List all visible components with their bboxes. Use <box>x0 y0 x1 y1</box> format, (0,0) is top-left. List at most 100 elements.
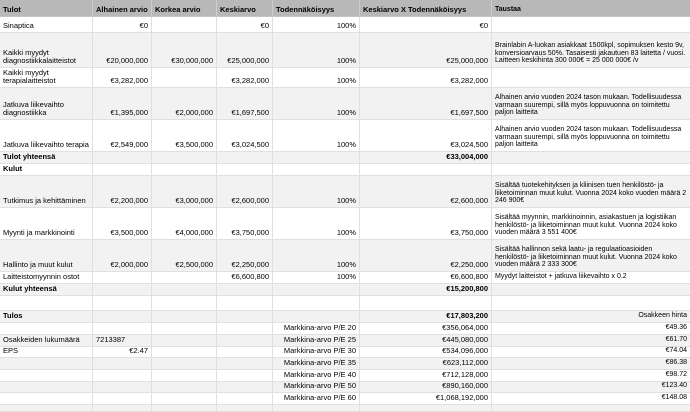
cell-E23[interactable] <box>273 405 360 412</box>
cell-E7[interactable] <box>273 152 360 164</box>
cell-G17[interactable]: €61.70 <box>492 335 690 347</box>
cell-E2[interactable]: 100% <box>273 17 360 33</box>
cell-A6[interactable]: Jatkuva liikevaihto terapia <box>0 120 93 152</box>
cell-F15[interactable]: €17,803,200 <box>360 311 492 323</box>
cell-A1[interactable]: Tulot <box>0 0 93 17</box>
cell-F11[interactable]: €2,250,000 <box>360 240 492 272</box>
cell-B9[interactable]: €2,200,000 <box>93 176 152 208</box>
cell-F4[interactable]: €3,282,000 <box>360 68 492 88</box>
cell-B12[interactable] <box>93 272 152 284</box>
cell-C8[interactable] <box>152 164 217 176</box>
cell-D14[interactable] <box>217 296 273 311</box>
cell-E21[interactable]: Markkina-arvo P/E 50 <box>273 382 360 393</box>
cell-G19[interactable]: €86.38 <box>492 358 690 370</box>
cell-D7[interactable] <box>217 152 273 164</box>
cell-C5[interactable]: €2,000,000 <box>152 88 217 120</box>
cell-B17[interactable]: 7213387 <box>93 335 152 347</box>
cell-E3[interactable]: 100% <box>273 33 360 68</box>
cell-F6[interactable]: €3,024,500 <box>360 120 492 152</box>
cell-A2[interactable]: Sinaptica <box>0 17 93 33</box>
cell-E17[interactable]: Markkina-arvo P/E 25 <box>273 335 360 347</box>
cell-B21[interactable] <box>93 382 152 393</box>
cell-D10[interactable]: €3,750,000 <box>217 208 273 240</box>
cell-E4[interactable]: 100% <box>273 68 360 88</box>
cell-E8[interactable] <box>273 164 360 176</box>
cell-E1[interactable]: Todennäköisyys <box>273 0 360 17</box>
cell-D21[interactable] <box>217 382 273 393</box>
cell-G16[interactable]: €49.36 <box>492 323 690 335</box>
cell-A20[interactable] <box>0 370 93 382</box>
cell-F13[interactable]: €15,200,800 <box>360 284 492 296</box>
cell-C3[interactable]: €30,000,000 <box>152 33 217 68</box>
cell-B23[interactable] <box>93 405 152 412</box>
cell-C13[interactable] <box>152 284 217 296</box>
cell-E22[interactable]: Markkina-arvo P/E 60 <box>273 393 360 405</box>
cell-G4[interactable] <box>492 68 690 88</box>
cell-A22[interactable] <box>0 393 93 405</box>
cell-D19[interactable] <box>217 358 273 370</box>
cell-G3[interactable]: Brainlabin A-luokan asiakkaat 1500kpl, s… <box>492 33 690 68</box>
cell-F21[interactable]: €890,160,000 <box>360 382 492 393</box>
cell-A9[interactable]: Tutkimus ja kehittäminen <box>0 176 93 208</box>
cell-C2[interactable] <box>152 17 217 33</box>
cell-A15[interactable]: Tulos <box>0 311 93 323</box>
cell-A21[interactable] <box>0 382 93 393</box>
cell-C16[interactable] <box>152 323 217 335</box>
cell-A17[interactable]: Osakkeiden lukumäärä <box>0 335 93 347</box>
cell-B22[interactable] <box>93 393 152 405</box>
cell-A23[interactable] <box>0 405 93 412</box>
cell-D5[interactable]: €1,697,500 <box>217 88 273 120</box>
cell-C23[interactable] <box>152 405 217 412</box>
cell-A10[interactable]: Myynti ja markkinointi <box>0 208 93 240</box>
cell-F2[interactable]: €0 <box>360 17 492 33</box>
cell-E9[interactable]: 100% <box>273 176 360 208</box>
cell-B4[interactable]: €3,282,000 <box>93 68 152 88</box>
cell-G18[interactable]: €74.04 <box>492 347 690 358</box>
cell-E13[interactable] <box>273 284 360 296</box>
cell-B18[interactable]: €2.47 <box>93 347 152 358</box>
cell-E15[interactable] <box>273 311 360 323</box>
cell-G2[interactable] <box>492 17 690 33</box>
cell-D18[interactable] <box>217 347 273 358</box>
cell-D4[interactable]: €3,282,000 <box>217 68 273 88</box>
cell-C4[interactable] <box>152 68 217 88</box>
cell-C12[interactable] <box>152 272 217 284</box>
cell-B3[interactable]: €20,000,000 <box>93 33 152 68</box>
cell-A11[interactable]: Hallinto ja muut kulut <box>0 240 93 272</box>
cell-G5[interactable]: Alhainen arvio vuoden 2024 tason mukaan.… <box>492 88 690 120</box>
cell-E16[interactable]: Markkina-arvo P/E 20 <box>273 323 360 335</box>
cell-G22[interactable]: €148.08 <box>492 393 690 405</box>
cell-D16[interactable] <box>217 323 273 335</box>
cell-E18[interactable]: Markkina-arvo P/E 30 <box>273 347 360 358</box>
cell-B16[interactable] <box>93 323 152 335</box>
cell-F23[interactable] <box>360 405 492 412</box>
cell-D1[interactable]: Keskiarvo <box>217 0 273 17</box>
cell-E11[interactable]: 100% <box>273 240 360 272</box>
cell-D11[interactable]: €2,250,000 <box>217 240 273 272</box>
cell-C19[interactable] <box>152 358 217 370</box>
cell-B13[interactable] <box>93 284 152 296</box>
cell-A18[interactable]: EPS <box>0 347 93 358</box>
cell-C1[interactable]: Korkea arvio <box>152 0 217 17</box>
cell-F1[interactable]: Keskiarvo X Todennäköisyys <box>360 0 492 17</box>
cell-G9[interactable]: Sisältää tuotekehityksen ja kliinisen tu… <box>492 176 690 208</box>
cell-C6[interactable]: €3,500,000 <box>152 120 217 152</box>
cell-F10[interactable]: €3,750,000 <box>360 208 492 240</box>
cell-F3[interactable]: €25,000,000 <box>360 33 492 68</box>
cell-B15[interactable] <box>93 311 152 323</box>
cell-A12[interactable]: Laitteistomyynnin ostot <box>0 272 93 284</box>
cell-C15[interactable] <box>152 311 217 323</box>
cell-D3[interactable]: €25,000,000 <box>217 33 273 68</box>
cell-D9[interactable]: €2,600,000 <box>217 176 273 208</box>
cell-E14[interactable] <box>273 296 360 311</box>
cell-B8[interactable] <box>93 164 152 176</box>
cell-B19[interactable] <box>93 358 152 370</box>
cell-G20[interactable]: €98.72 <box>492 370 690 382</box>
cell-E12[interactable]: 100% <box>273 272 360 284</box>
cell-C22[interactable] <box>152 393 217 405</box>
cell-G1[interactable]: Taustaa <box>492 0 690 17</box>
cell-C9[interactable]: €3,000,000 <box>152 176 217 208</box>
cell-D15[interactable] <box>217 311 273 323</box>
cell-A4[interactable]: Kaikki myydyt terapialaitteistot <box>0 68 93 88</box>
cell-B20[interactable] <box>93 370 152 382</box>
